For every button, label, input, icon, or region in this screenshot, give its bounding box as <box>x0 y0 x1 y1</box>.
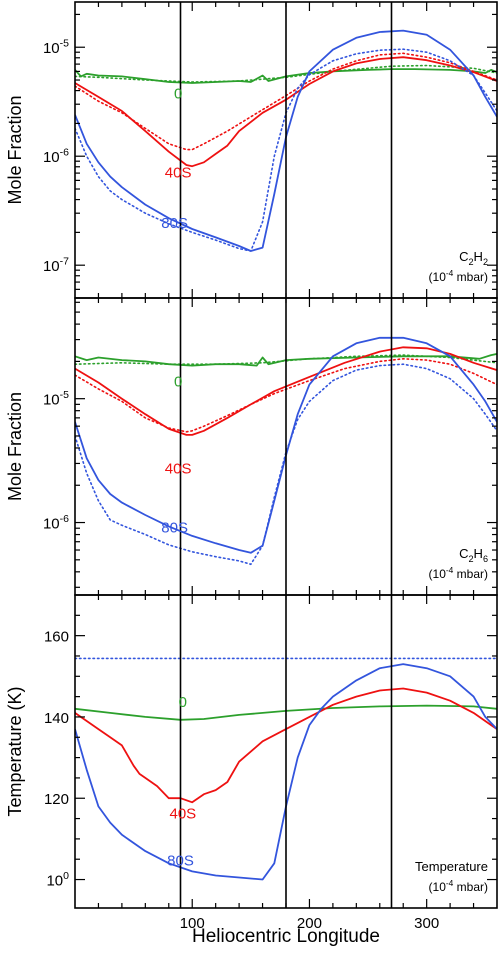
level-annotation: (10-4 mbar) <box>429 565 488 581</box>
series-red-solid-line <box>75 687 497 804</box>
y-tick-label: 100 <box>46 870 69 890</box>
series-red-dotted-line <box>75 358 497 433</box>
species-annotation: C2H6 <box>459 546 488 564</box>
level-annotation: (10-4 mbar) <box>429 878 488 894</box>
y-tick-label: 10-5 <box>43 37 69 57</box>
curve-label-0: 0 <box>174 85 182 102</box>
x-tick-label: 100 <box>180 915 205 932</box>
series-green-solid-line <box>75 704 497 721</box>
x-tick-label: 200 <box>297 915 322 932</box>
y-tick-label: 140 <box>44 710 69 727</box>
panel-temperature: 100 200 300 100 120 140 160 Temperature (K) Temp… <box>5 594 498 932</box>
curve-label-0: 0 <box>179 694 187 711</box>
curve-label-40s: 40S <box>169 806 196 823</box>
curve-label-80s: 80S <box>161 520 188 537</box>
series-red-dotted-line <box>75 52 497 151</box>
y-axis-label: Mole Fraction <box>5 95 25 204</box>
series-green-solid-line <box>75 353 497 367</box>
species-annotation: Temperature <box>415 859 488 874</box>
series-blue-dotted-line <box>75 48 497 252</box>
series-blue-dotted-line <box>75 363 497 566</box>
x-axis-label: Heliocentric Longitude <box>192 926 380 947</box>
curve-label-0: 0 <box>174 374 182 391</box>
y-axis-label: Temperature (K) <box>5 686 25 816</box>
level-annotation: (10-4 mbar) <box>429 268 488 284</box>
series-group <box>75 29 497 252</box>
species-annotation: C2H2 <box>459 249 488 267</box>
curve-label-80s: 80S <box>161 215 188 232</box>
curve-label-40s: 40S <box>165 460 192 477</box>
y-tick-label: 10-5 <box>43 389 69 409</box>
series-blue-solid-line <box>75 29 497 252</box>
y-tick-label: 160 <box>44 629 69 646</box>
panel-c2h6: 10-6 10-5 Mole Fraction C2H6(10-4 mbar) 0 40S… <box>5 297 498 596</box>
x-tick-label: 300 <box>414 915 439 932</box>
series-red-solid-line <box>75 56 497 168</box>
y-axis-label: Mole Fraction <box>5 392 25 501</box>
y-tick-label: 10-6 <box>43 146 69 166</box>
curve-label-80s: 80S <box>167 852 194 869</box>
panel-c2h2: 10-7 10-6 10-5 Mole Fraction C2H2(10-4 mbar)… <box>5 1 498 299</box>
series-red-solid-line <box>75 346 497 436</box>
y-tick-label: 120 <box>44 791 69 808</box>
curve-label-40s: 40S <box>165 164 192 181</box>
series-blue-solid-line <box>75 336 497 554</box>
y-tick-label: 10-7 <box>43 255 69 275</box>
y-tick-label: 10-6 <box>43 513 69 533</box>
